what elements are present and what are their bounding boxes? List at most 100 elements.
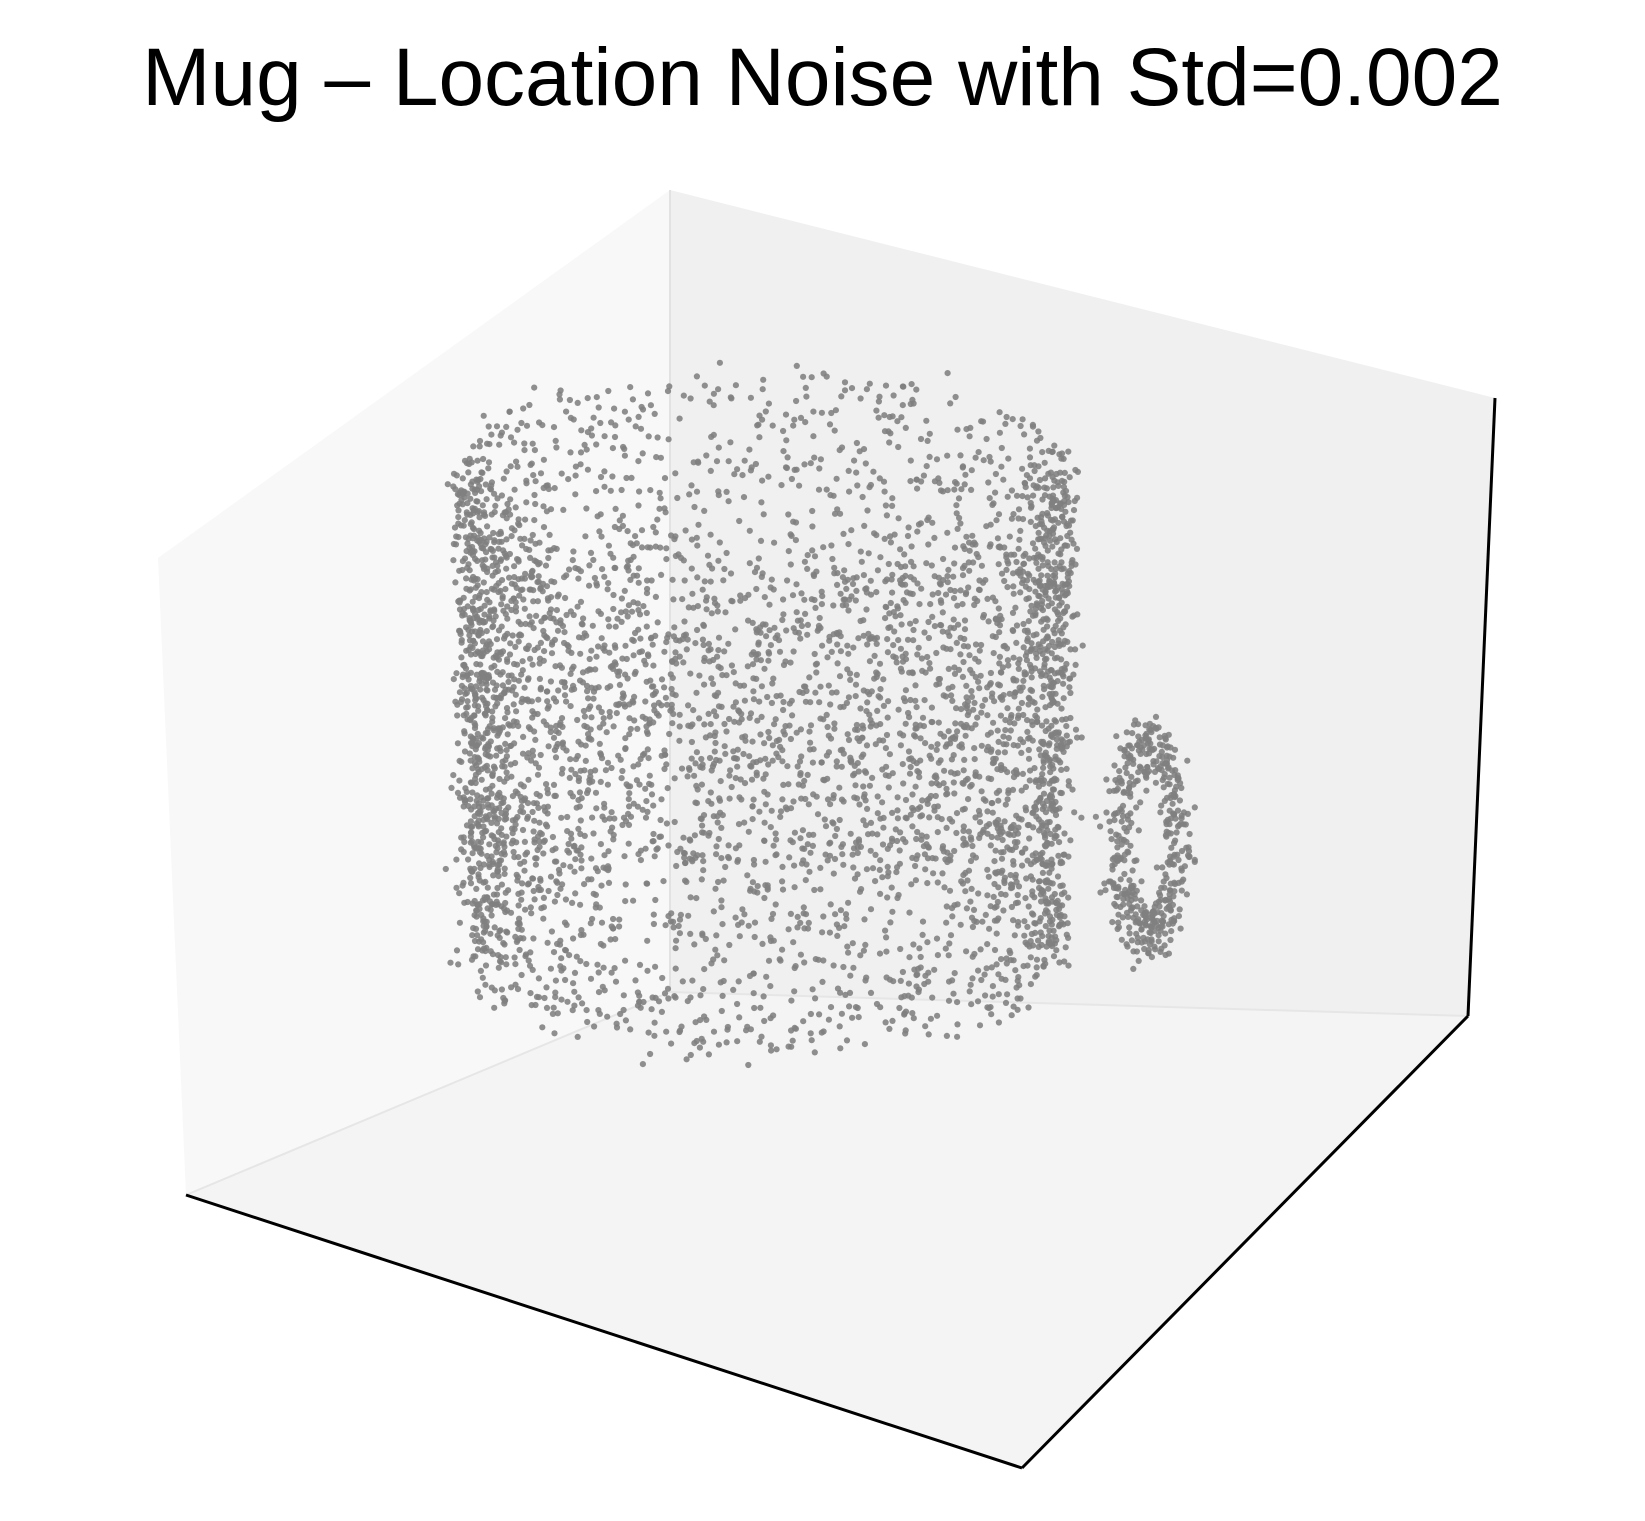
scatter-point [578,620,585,628]
scatter-point [876,737,883,744]
scatter-point [889,571,896,578]
scatter-point [668,910,675,917]
scatter-point [741,697,749,704]
scatter-point [910,626,917,634]
scatter-point [857,705,864,712]
scatter-point [708,610,715,617]
scatter-point [489,951,496,958]
scatter-point [779,796,786,803]
scatter-point [953,480,960,487]
scatter-point [950,752,957,759]
scatter-point [467,495,474,502]
scatter-point [569,557,576,564]
scatter-point [579,679,587,686]
scatter-point [639,713,646,720]
scatter-point [1044,754,1051,761]
scatter-point [801,461,808,468]
scatter-point [897,829,904,836]
scatter-point [757,537,765,545]
scatter-point [768,1047,775,1054]
scatter-point [540,894,548,902]
scatter-point [1113,831,1120,838]
scatter-point [570,548,577,555]
scatter-point [998,956,1005,963]
scatter-point [480,861,488,868]
scatter-point [488,790,495,797]
scatter-point [486,861,493,869]
scatter-point [1166,887,1173,894]
scatter-point [519,695,526,703]
scatter-point [592,789,600,796]
scatter-point [651,702,658,709]
scatter-point [549,1010,557,1018]
scatter-point [585,731,592,738]
scatter-point [834,660,841,667]
scatter-point [476,860,483,867]
scatter-point [862,977,869,984]
scatter-point [725,498,732,505]
scatter-point [691,772,698,779]
scatter-point [590,695,597,702]
scatter-point [807,1030,814,1037]
scatter-point [976,577,983,584]
scatter-point [662,509,669,516]
scatter-point [954,525,961,533]
scatter-point [985,775,992,782]
scatter-point [796,758,804,765]
scatter-point [892,654,899,661]
scatter-point [561,679,568,686]
scatter-point [895,637,902,644]
scatter-point [624,675,631,682]
scatter-point [627,540,634,547]
scatter-point [860,817,867,824]
scatter-point [723,549,730,557]
scatter-point [861,916,868,923]
scatter-point [726,941,733,949]
scatter-point [1119,813,1127,820]
scatter-point [1154,765,1161,772]
scatter-point [581,722,588,730]
scatter-point [530,935,537,942]
scatter-point [1045,885,1052,892]
scatter-point [866,658,874,665]
scatter-point [875,398,883,405]
scatter-point [496,538,503,546]
scatter-point [1051,890,1058,898]
scatter-point [1157,892,1164,899]
scatter-point [743,1027,750,1034]
scatter-point [619,522,627,530]
scatter-point [680,834,687,841]
scatter-point [503,554,510,561]
scatter-point [518,889,525,896]
scatter-point [1106,818,1113,825]
scatter-point [887,539,895,546]
scatter-point [642,814,650,821]
scatter-point [601,433,608,440]
scatter-point [588,855,595,862]
scatter-point [713,693,720,700]
scatter-point [612,644,619,651]
scatter-point [947,586,954,594]
scatter-point [664,388,672,395]
scatter-point [883,974,890,981]
scatter-point [1162,735,1169,742]
scatter-point [872,741,879,748]
scatter-point [899,761,906,768]
scatter-point [558,955,565,962]
scatter-point [656,505,663,512]
scatter-point [757,757,764,764]
scatter-point [1067,529,1074,536]
scatter-point [902,1030,909,1037]
scatter-point [989,690,996,697]
scatter-point [848,385,856,392]
scatter-point [545,554,552,562]
scatter-point [703,452,710,459]
scatter-point [582,757,589,765]
scatter-point [889,908,896,915]
scatter-point [817,864,824,872]
scatter-point [876,660,884,667]
scatter-point [751,933,758,941]
scatter-point [740,494,748,501]
scatter-point [1126,924,1133,931]
scatter-point [1011,932,1018,939]
